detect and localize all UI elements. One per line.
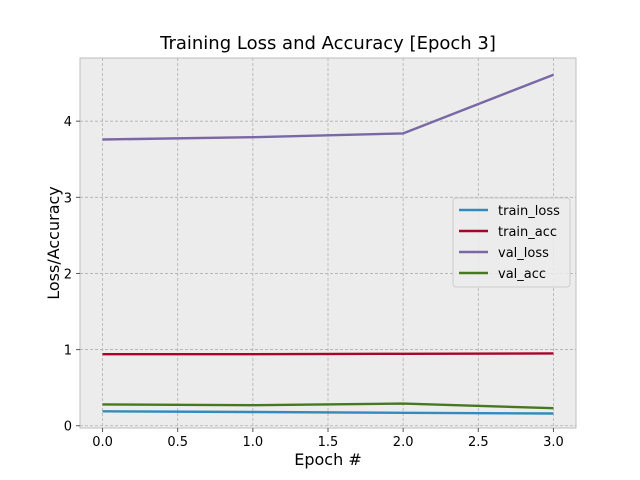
- y-tick-label: 1: [64, 344, 72, 359]
- series-line-val-acc: [102, 402, 554, 410]
- series-line-train-loss: [102, 410, 554, 415]
- legend-label-train-acc: train_acc: [498, 225, 557, 240]
- x-tick-label: 3.0: [543, 435, 564, 450]
- legend-label-val-acc: val_acc: [498, 267, 546, 282]
- series-line-train-acc: [102, 352, 554, 356]
- y-axis-label: Loss/Accuracy: [44, 186, 63, 300]
- legend-box: [452, 197, 571, 288]
- x-tick-label: 2.0: [393, 435, 414, 450]
- legend: train_loss train_acc val_loss val_acc: [452, 197, 571, 288]
- legend-label-train-loss: train_loss: [498, 204, 560, 219]
- series-line-val-loss: [102, 73, 554, 141]
- series-lines: [102, 73, 554, 415]
- axis-ticks: 0.0 0.5 1.0 1.5 2.0 2.5 3.0 0 1 2 3 4: [64, 115, 564, 450]
- y-tick-label: 0: [64, 420, 72, 435]
- y-tick-label: 3: [64, 191, 72, 206]
- y-tick-label: 4: [64, 115, 72, 130]
- y-tick-label: 2: [64, 267, 72, 282]
- x-tick-label: 1.0: [243, 435, 264, 450]
- chart-title: Training Loss and Accuracy [Epoch 3]: [159, 33, 496, 54]
- x-tick-label: 0.5: [167, 435, 188, 450]
- grid: [80, 58, 576, 428]
- x-tick-label: 1.5: [318, 435, 339, 450]
- x-axis-label: Epoch #: [294, 450, 361, 469]
- legend-label-val-loss: val_loss: [498, 246, 549, 261]
- x-tick-label: 2.5: [468, 435, 489, 450]
- x-tick-label: 0.0: [92, 435, 113, 450]
